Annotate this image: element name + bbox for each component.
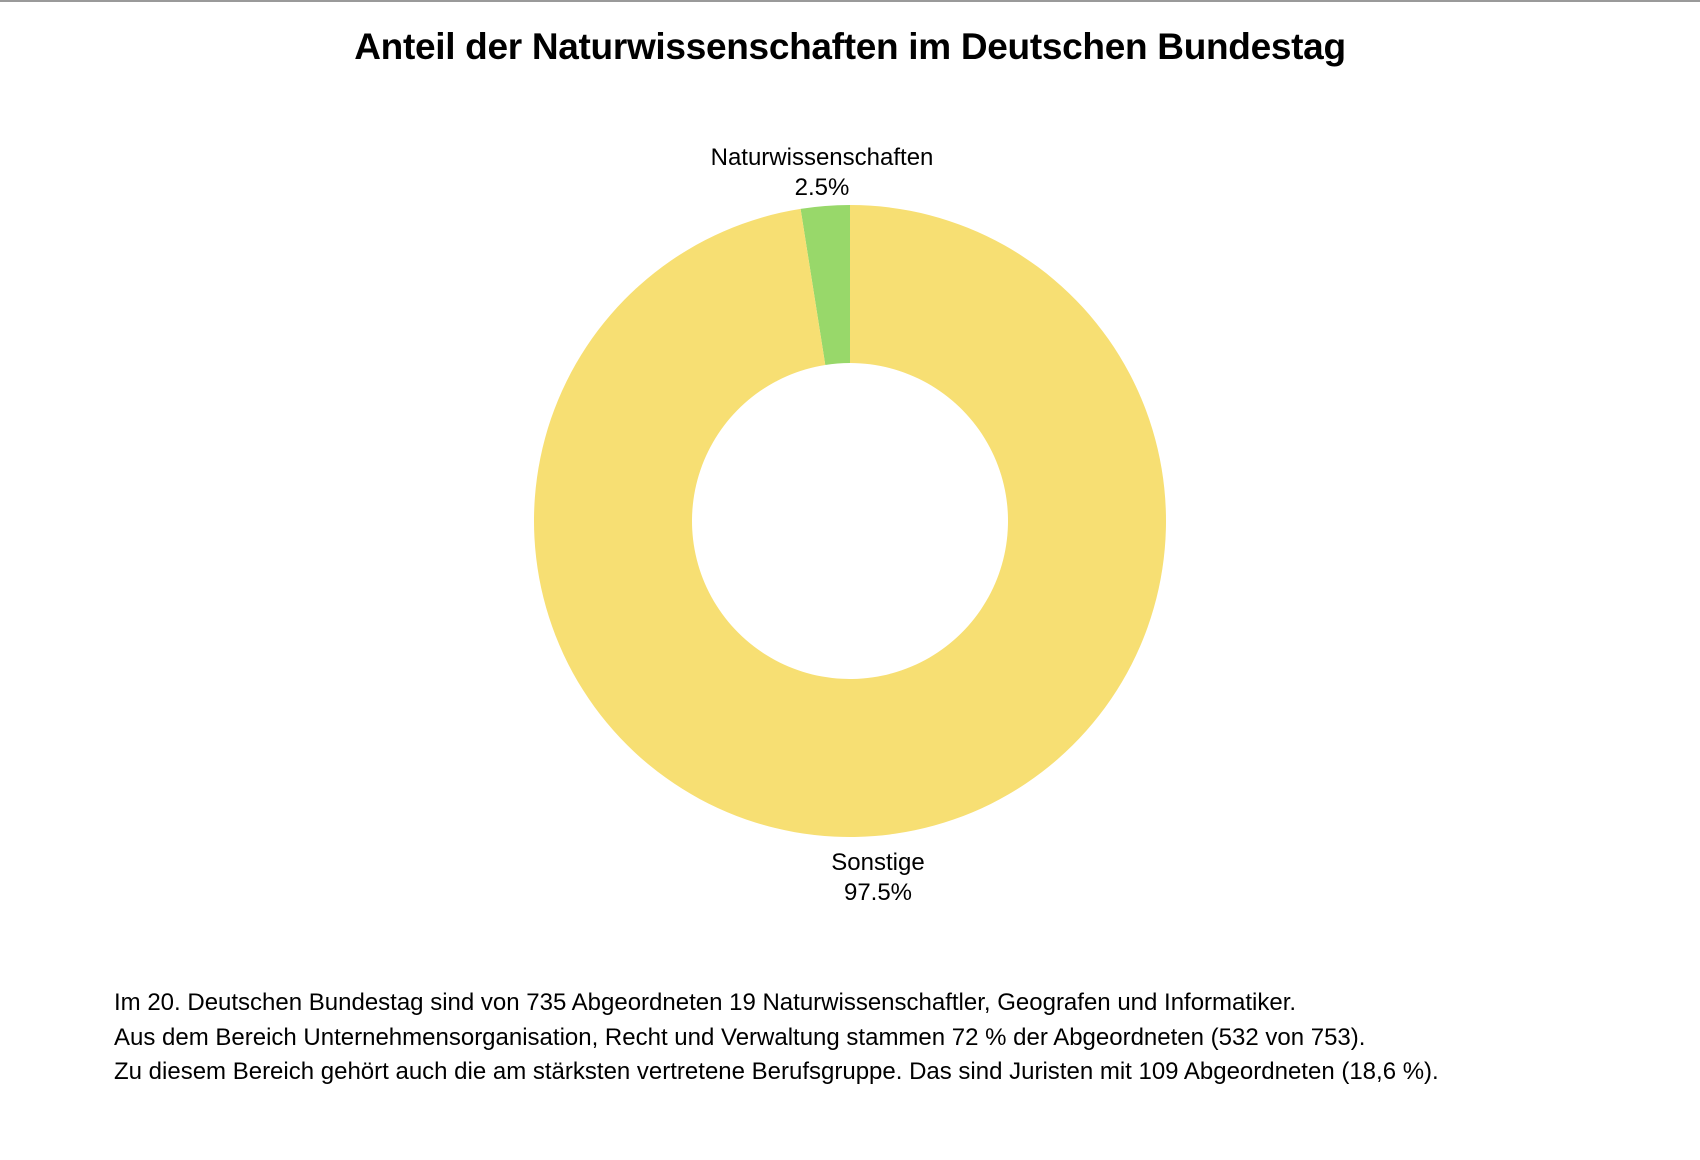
donut-chart: Naturwissenschaften 2.5% Sonstige 97.5%: [533, 144, 1166, 906]
chart-title: Anteil der Naturwissenschaften im Deutsc…: [354, 26, 1346, 67]
slice-label-sonstige: Sonstige: [831, 849, 924, 876]
slice-sonstige: [533, 205, 1166, 838]
slice-value-naturwissenschaften: 2.5%: [795, 174, 850, 201]
slice-naturwissenschaften: [800, 205, 850, 365]
slice-value-sonstige: 97.5%: [844, 879, 912, 906]
footnote-line-1: Im 20. Deutschen Bundestag sind von 735 …: [114, 989, 1297, 1016]
slice-label-naturwissenschaften: Naturwissenschaften: [711, 144, 934, 171]
footnote-line-2: Aus dem Bereich Unternehmensorganisation…: [114, 1023, 1366, 1051]
footnote: Im 20. Deutschen Bundestag sind von 735 …: [114, 986, 1439, 1090]
top-border: [0, 0, 1700, 2]
footnote-line-3: Zu diesem Bereich gehört auch die am stä…: [114, 1058, 1439, 1085]
